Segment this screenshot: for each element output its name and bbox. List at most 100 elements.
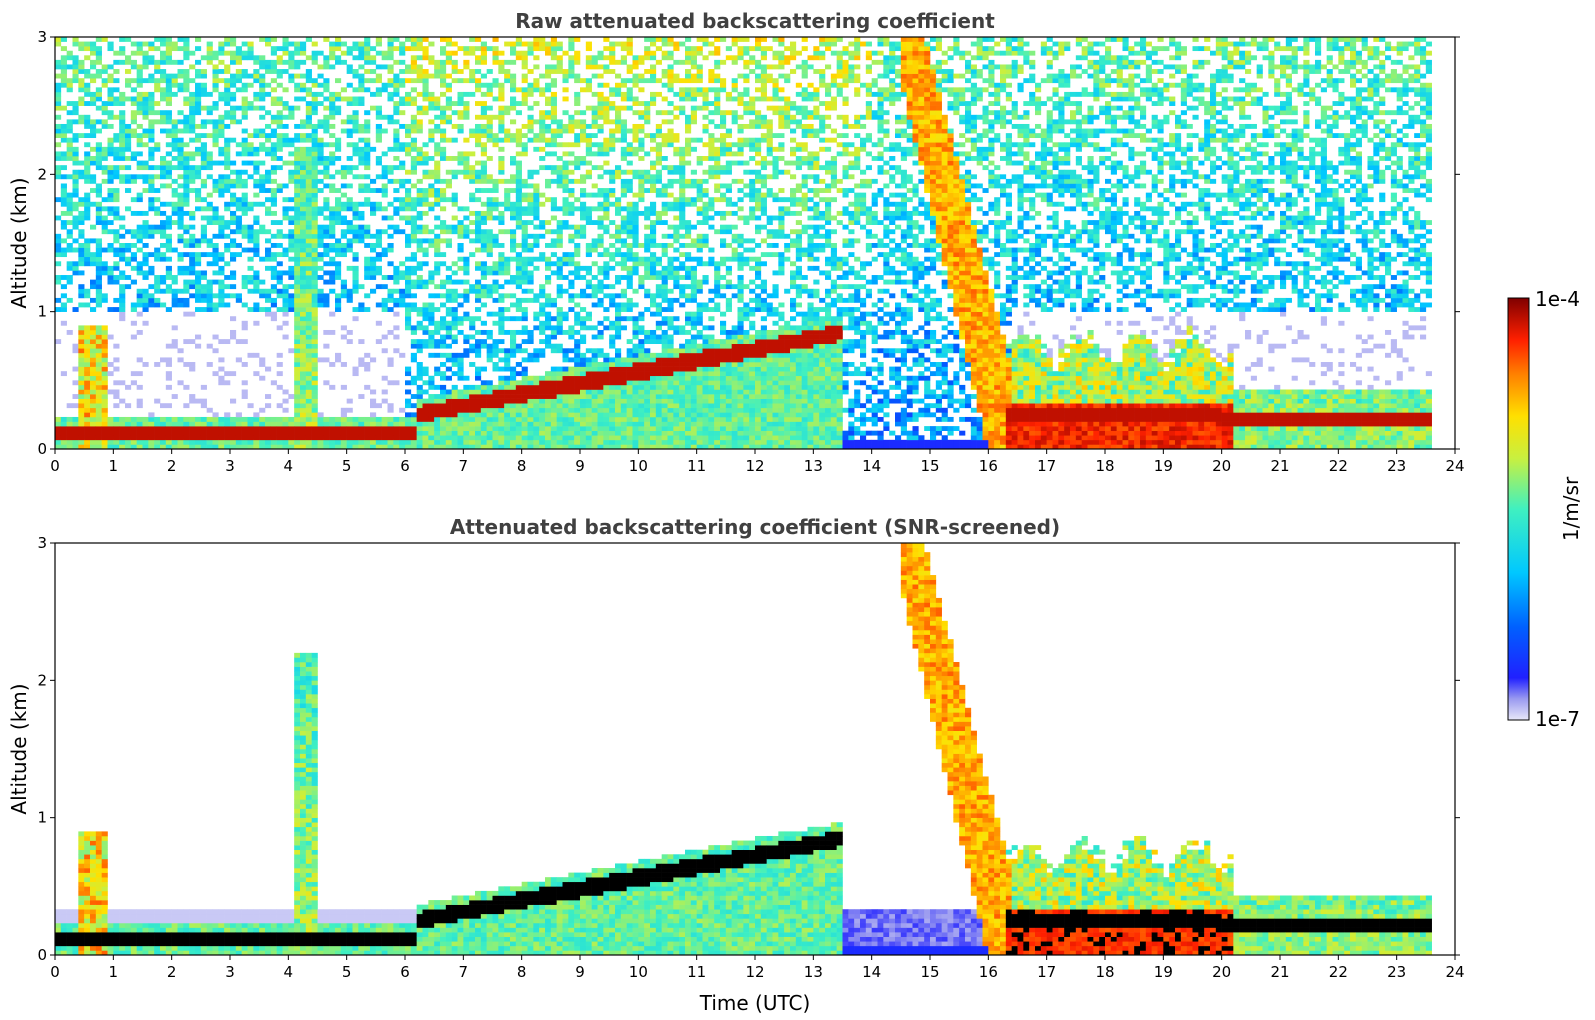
heatmap-cell <box>189 119 196 125</box>
heatmap-cell <box>422 398 429 404</box>
heatmap-cell <box>399 293 406 299</box>
heatmap-cell <box>311 123 318 129</box>
heatmap-cell <box>346 133 353 139</box>
heatmap-cell <box>364 151 371 157</box>
heatmap-cell <box>492 188 499 193</box>
heatmap-cell <box>428 339 435 345</box>
heatmap-cell <box>574 37 581 42</box>
heatmap-cell <box>113 59 120 65</box>
heatmap-cell <box>562 224 569 230</box>
heatmap-cell <box>422 416 429 422</box>
heatmap-cell <box>218 192 225 198</box>
heatmap-cell <box>620 412 627 418</box>
heatmap-cell <box>556 183 563 189</box>
heatmap-cell <box>171 206 178 212</box>
heatmap-cell <box>405 146 412 152</box>
heatmap-cell <box>375 284 382 290</box>
heatmap-cell <box>300 238 307 244</box>
heatmap-cell <box>609 137 616 143</box>
heatmap-cell <box>84 352 91 358</box>
heatmap-cell <box>346 329 353 335</box>
heatmap-cell <box>381 169 388 175</box>
heatmap-cell <box>469 416 476 422</box>
heatmap-cell <box>620 375 627 381</box>
heatmap-cell <box>556 293 563 299</box>
heatmap-cell <box>107 334 114 340</box>
heatmap-cell <box>585 366 592 372</box>
heatmap-cell <box>492 243 499 248</box>
heatmap-cell <box>480 320 487 326</box>
heatmap-cell <box>177 256 184 262</box>
heatmap-cell <box>300 229 307 235</box>
heatmap-cell <box>480 229 487 235</box>
heatmap-cell <box>276 188 283 193</box>
heatmap-cell <box>416 64 423 70</box>
heatmap-cell <box>609 41 616 47</box>
heatmap-cell <box>434 371 441 377</box>
heatmap-cell <box>486 357 493 363</box>
heatmap-cell <box>399 197 406 203</box>
heatmap-cell <box>574 206 581 212</box>
heatmap-cell <box>212 215 219 221</box>
heatmap-cell <box>113 165 120 171</box>
heatmap-cell <box>556 426 563 431</box>
heatmap-cell <box>434 284 441 290</box>
heatmap-cell <box>440 50 447 56</box>
heatmap-cell <box>60 435 67 441</box>
heatmap-cell <box>305 412 312 418</box>
heatmap-cell <box>311 188 318 193</box>
heatmap-cell <box>288 110 295 116</box>
heatmap-cell <box>177 224 184 230</box>
heatmap-cell <box>300 156 307 161</box>
heatmap-cell <box>130 87 137 93</box>
heatmap-cell <box>230 91 237 97</box>
heatmap-cell <box>428 183 435 189</box>
heatmap-cell <box>422 307 429 312</box>
heatmap-cell <box>539 91 546 97</box>
heatmap-cell <box>177 59 184 65</box>
heatmap-cell <box>405 444 412 449</box>
heatmap-cell <box>329 156 336 161</box>
heatmap-cell <box>84 430 91 436</box>
heatmap-cell <box>323 160 330 166</box>
heatmap-cell <box>358 123 365 129</box>
heatmap-cell <box>171 275 178 280</box>
heatmap-cell <box>218 224 225 230</box>
heatmap-cell <box>533 192 540 198</box>
heatmap-cell <box>364 426 371 431</box>
heatmap-cell <box>603 444 610 449</box>
heatmap-cell <box>346 288 353 294</box>
heatmap-cell <box>329 421 336 427</box>
heatmap-cell <box>440 339 447 345</box>
heatmap-cell <box>533 444 540 449</box>
heatmap-cell <box>165 247 172 253</box>
heatmap-cell <box>241 160 248 166</box>
heatmap-cell <box>381 439 388 445</box>
heatmap-cell <box>300 435 307 441</box>
heatmap-cell <box>463 169 470 175</box>
heatmap-cell <box>335 252 342 258</box>
heatmap-cell <box>463 91 470 97</box>
heatmap-cell <box>241 69 248 74</box>
heatmap-cell <box>90 91 97 97</box>
heatmap-cell <box>253 73 260 79</box>
heatmap-cell <box>580 160 587 166</box>
heatmap-cell <box>265 123 272 129</box>
heatmap-cell <box>440 343 447 349</box>
heatmap-cell <box>475 371 482 377</box>
heatmap-cell <box>574 412 581 418</box>
heatmap-cell <box>410 412 417 418</box>
heatmap-cell <box>498 430 505 436</box>
heatmap-cell <box>171 78 178 84</box>
heatmap-cell <box>230 329 237 335</box>
heatmap-cell <box>574 444 581 449</box>
heatmap-cell <box>340 325 347 331</box>
heatmap-cell <box>615 206 622 212</box>
heatmap-cell <box>160 160 167 166</box>
heatmap-cell <box>183 160 190 166</box>
heatmap-cell <box>603 416 610 422</box>
heatmap-cell <box>405 133 412 139</box>
heatmap-cell <box>95 55 102 61</box>
heatmap-cell <box>270 421 277 427</box>
heatmap-cell <box>119 302 126 308</box>
